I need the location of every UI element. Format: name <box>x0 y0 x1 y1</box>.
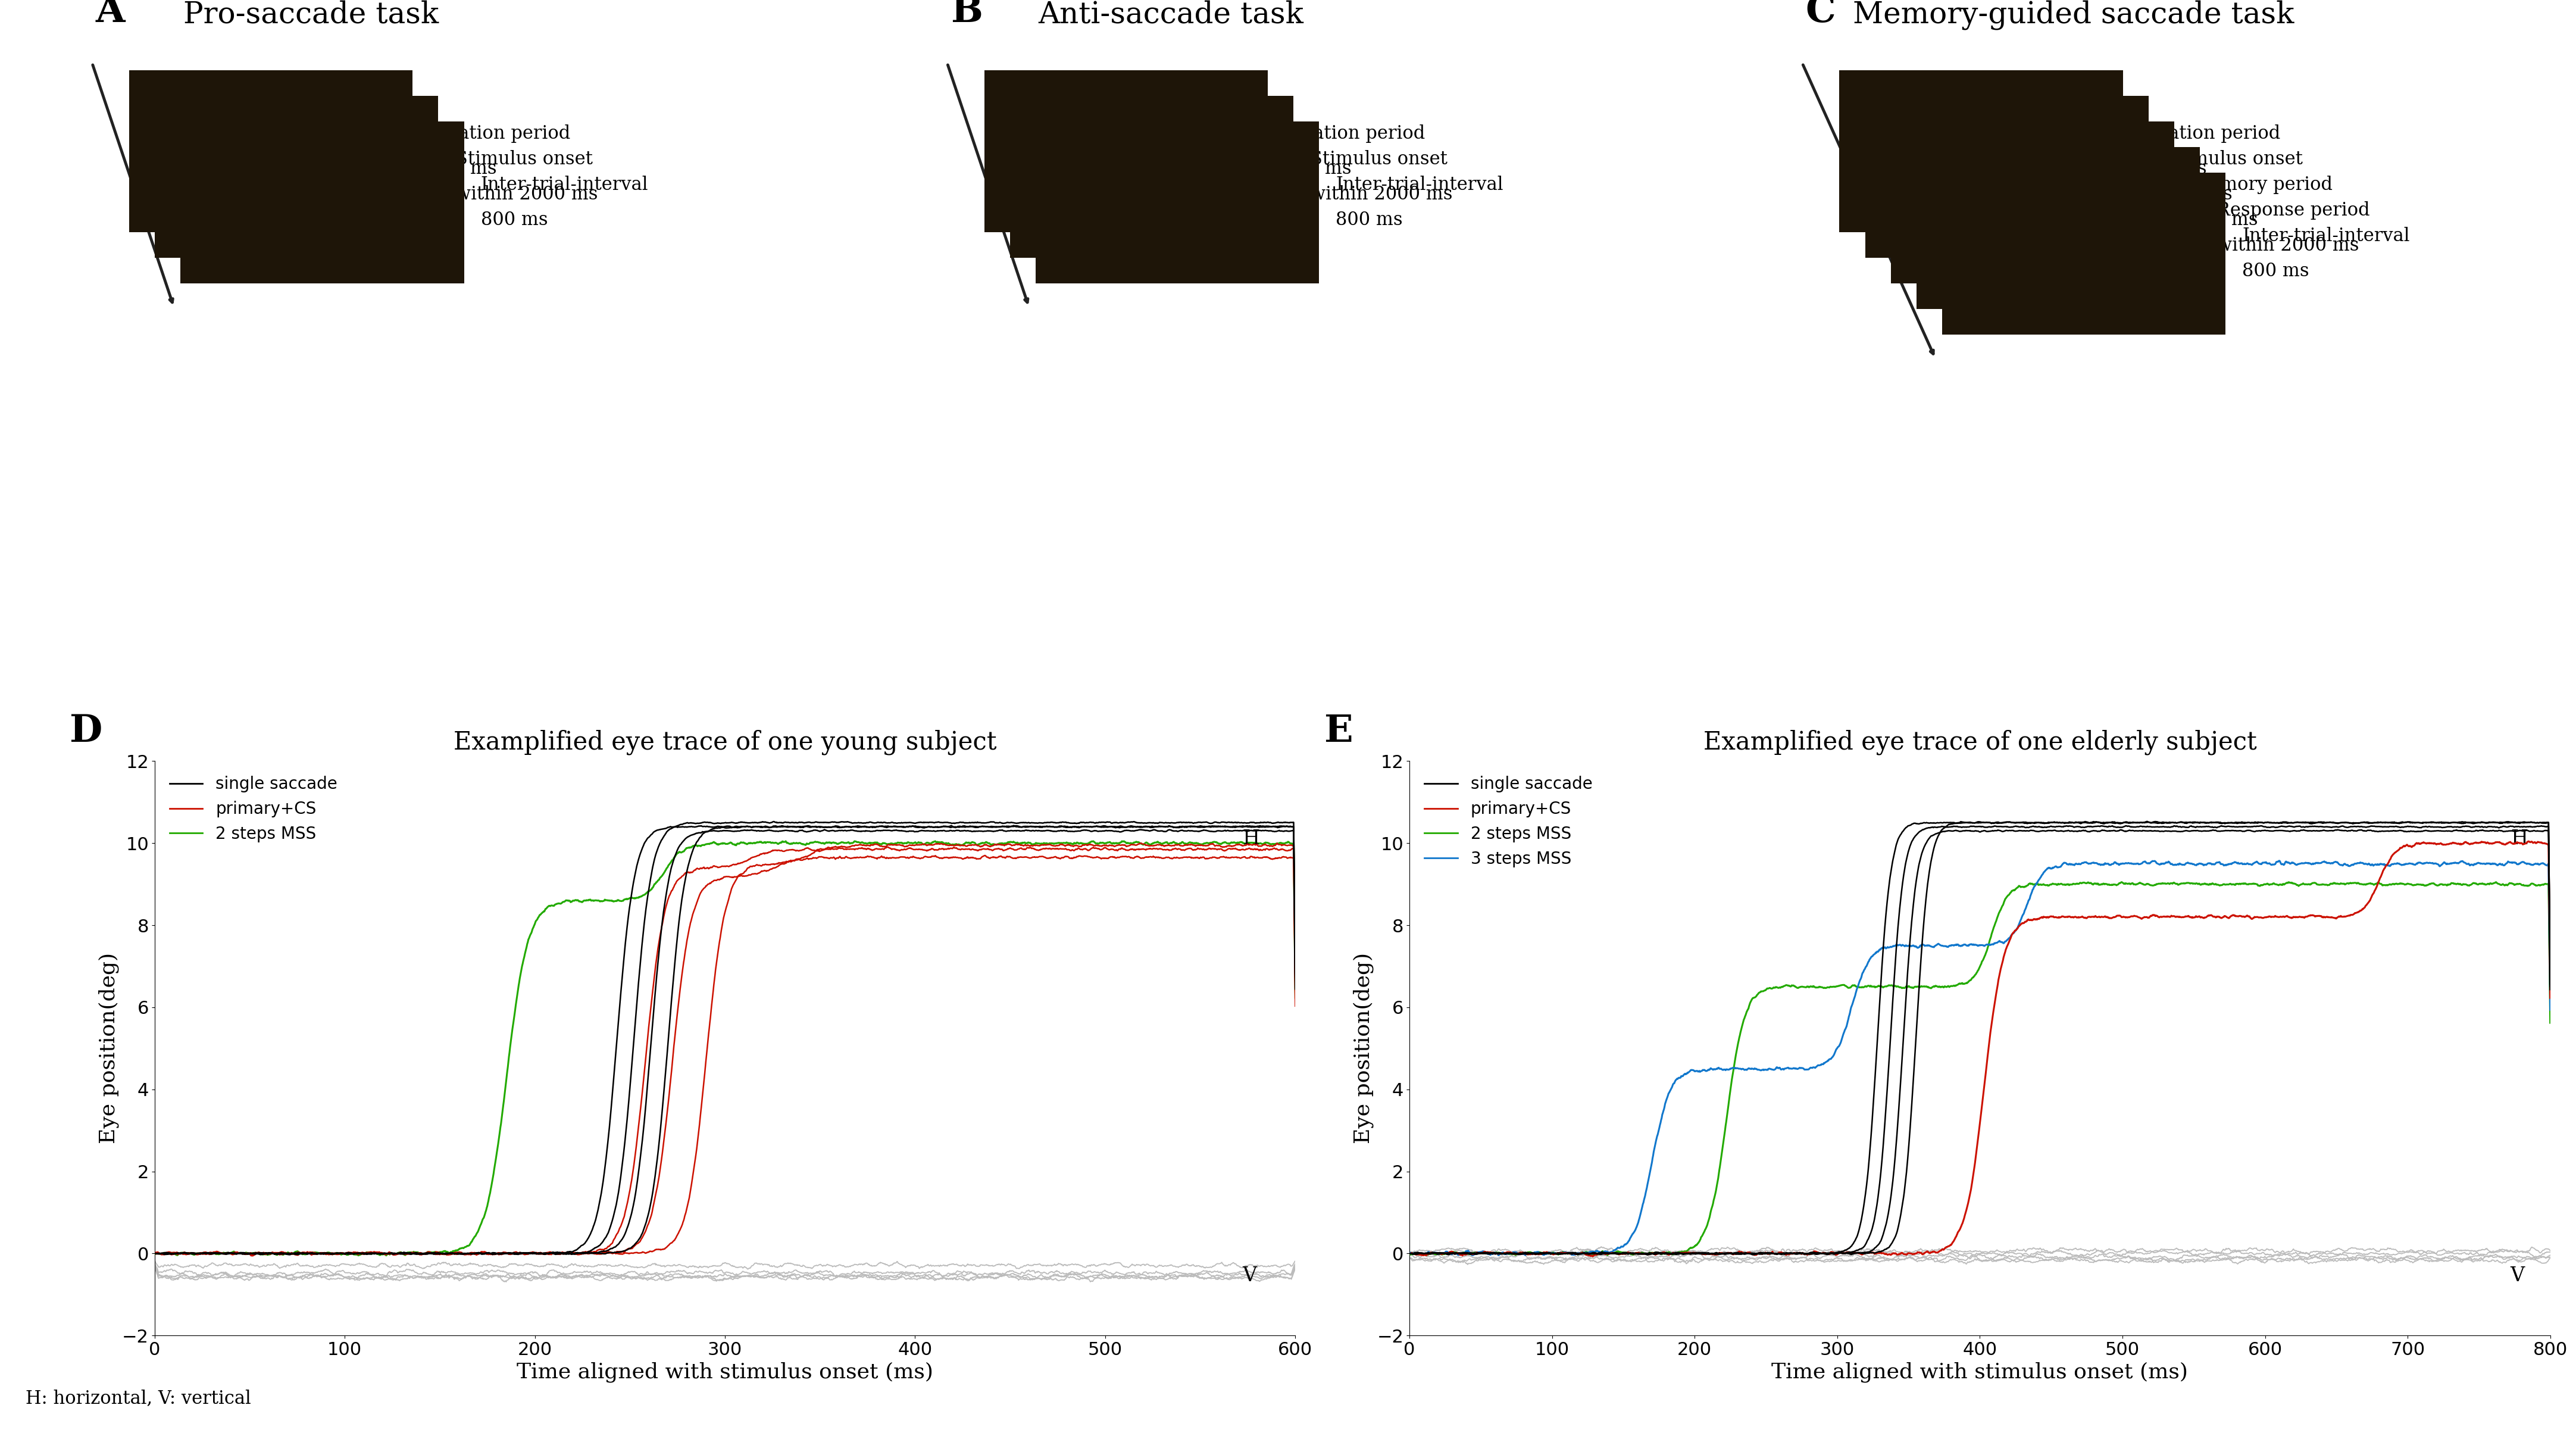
Text: Anti-saccade task: Anti-saccade task <box>1038 0 1303 30</box>
Title: Examplified eye trace of one elderly subject: Examplified eye trace of one elderly sub… <box>1703 729 2257 755</box>
Text: B: B <box>951 0 981 30</box>
Text: within 2000 ms: within 2000 ms <box>456 185 598 204</box>
Text: 800 ms: 800 ms <box>430 159 497 178</box>
Bar <box>1917 146 2200 309</box>
Bar <box>155 96 438 257</box>
Title: Examplified eye trace of one young subject: Examplified eye trace of one young subje… <box>453 729 997 755</box>
Text: Fixation period: Fixation period <box>2141 125 2280 142</box>
Legend: single saccade, primary+CS, 2 steps MSS: single saccade, primary+CS, 2 steps MSS <box>162 770 345 849</box>
Bar <box>1036 122 1319 283</box>
Text: 600 ms: 600 ms <box>2141 159 2208 178</box>
Bar <box>129 70 412 233</box>
Text: Memory period: Memory period <box>2192 175 2334 194</box>
Text: Stimulus onset: Stimulus onset <box>456 149 592 168</box>
Text: Fixation period: Fixation period <box>1285 125 1425 142</box>
Legend: single saccade, primary+CS, 2 steps MSS, 3 steps MSS: single saccade, primary+CS, 2 steps MSS,… <box>1417 770 1600 875</box>
Bar <box>1891 122 2174 283</box>
Text: Pro-saccade task: Pro-saccade task <box>183 0 438 30</box>
Bar <box>984 70 1267 233</box>
Text: Inter-trial-interval: Inter-trial-interval <box>1337 175 1504 194</box>
Text: 800 ms: 800 ms <box>1337 211 1404 230</box>
Text: Inter-trial-interval: Inter-trial-interval <box>482 175 649 194</box>
Text: Response period: Response period <box>2215 201 2370 220</box>
Bar <box>180 122 464 283</box>
Bar <box>1010 96 1293 257</box>
Text: E: E <box>1324 714 1352 750</box>
Y-axis label: Eye position(deg): Eye position(deg) <box>98 952 118 1144</box>
Text: V: V <box>1242 1267 1257 1285</box>
Text: Fixation period: Fixation period <box>430 125 569 142</box>
Text: V: V <box>2509 1267 2524 1285</box>
Text: Inter-trial-interval: Inter-trial-interval <box>2241 227 2409 246</box>
Text: within 2000 ms: within 2000 ms <box>1311 185 1453 204</box>
Text: H: H <box>1242 830 1260 849</box>
Text: 800 ms: 800 ms <box>482 211 549 230</box>
Bar <box>1942 172 2226 335</box>
Text: 800 ms: 800 ms <box>2241 261 2308 280</box>
Text: C: C <box>1806 0 1837 30</box>
Text: A: A <box>95 0 126 30</box>
Bar <box>1865 96 2148 257</box>
Text: 600 ms: 600 ms <box>2192 211 2259 230</box>
Text: 500 ms: 500 ms <box>2166 185 2233 204</box>
X-axis label: Time aligned with stimulus onset (ms): Time aligned with stimulus onset (ms) <box>1772 1361 2187 1383</box>
Text: H: H <box>2509 830 2527 849</box>
Text: Stimulus onset: Stimulus onset <box>2166 149 2303 168</box>
Bar <box>1839 70 2123 233</box>
X-axis label: Time aligned with stimulus onset (ms): Time aligned with stimulus onset (ms) <box>518 1361 933 1383</box>
Text: Memory-guided saccade task: Memory-guided saccade task <box>1852 0 2295 30</box>
Text: Stimulus onset: Stimulus onset <box>1311 149 1448 168</box>
Y-axis label: Eye position(deg): Eye position(deg) <box>1352 952 1373 1144</box>
Text: D: D <box>70 714 103 750</box>
Text: H: horizontal, V: vertical: H: horizontal, V: vertical <box>26 1389 252 1407</box>
Text: 800 ms: 800 ms <box>1285 159 1352 178</box>
Text: within 2000 ms: within 2000 ms <box>2215 237 2360 254</box>
